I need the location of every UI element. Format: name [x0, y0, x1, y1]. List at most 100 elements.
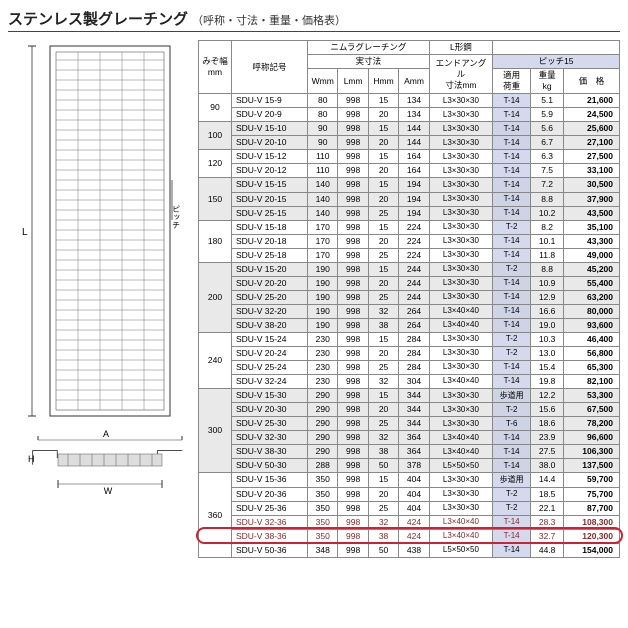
cell-l: 998	[338, 473, 368, 487]
cell-l: 998	[338, 501, 368, 515]
cell-kg: 16.6	[531, 304, 564, 318]
cell-price: 56,800	[564, 347, 620, 361]
cell-kg: 10.1	[531, 234, 564, 248]
cell-e: L3×30×30	[429, 150, 492, 164]
cell-kg: 8.8	[531, 192, 564, 206]
label-pitch: ピッチ	[172, 205, 181, 229]
cell-model: SDU-V 15-20	[231, 262, 307, 276]
cell-e: L3×30×30	[429, 122, 492, 136]
cell-e: L3×30×30	[429, 220, 492, 234]
table-row: 90SDU-V 15-98099815134L3×30×30T-145.121,…	[199, 94, 620, 108]
cell-t: T-14	[493, 318, 531, 332]
table-row: SDU-V 20-1211099820164L3×30×30T-147.533,…	[199, 164, 620, 178]
hdr-price: 価 格	[564, 69, 620, 94]
cell-e: L3×30×30	[429, 206, 492, 220]
table-row: SDU-V 20-2019099820244L3×30×30T-1410.955…	[199, 276, 620, 290]
cell-w: 170	[308, 220, 338, 234]
cell-l: 998	[338, 234, 368, 248]
cell-kg: 14.4	[531, 473, 564, 487]
cell-price: 27,100	[564, 136, 620, 150]
cell-price: 106,300	[564, 445, 620, 459]
cell-w: 110	[308, 164, 338, 178]
cell-t: T-2	[493, 220, 531, 234]
cell-e: L3×30×30	[429, 487, 492, 501]
cell-l: 998	[338, 543, 368, 557]
cell-a: 134	[399, 94, 429, 108]
cell-w: 170	[308, 248, 338, 262]
cell-a: 404	[399, 487, 429, 501]
label-H: H	[28, 454, 35, 464]
label-W: W	[104, 486, 113, 496]
cell-a: 304	[399, 375, 429, 389]
cell-t: T-14	[493, 431, 531, 445]
cell-kg: 5.1	[531, 94, 564, 108]
cell-a: 244	[399, 262, 429, 276]
table-row: 300SDU-V 15-3029099815344L3×30×30歩道用12.2…	[199, 389, 620, 403]
cell-h: 20	[368, 487, 398, 501]
cell-w: 190	[308, 290, 338, 304]
cell-price: 21,600	[564, 94, 620, 108]
cell-model: SDU-V 20-20	[231, 276, 307, 290]
cell-w: 350	[308, 529, 338, 543]
cell-e: L3×30×30	[429, 389, 492, 403]
cell-l: 998	[338, 304, 368, 318]
cell-price: 43,500	[564, 206, 620, 220]
cell-t: T-14	[493, 178, 531, 192]
cell-l: 998	[338, 206, 368, 220]
cell-h: 15	[368, 178, 398, 192]
cell-e: L3×30×30	[429, 248, 492, 262]
cell-model: SDU-V 25-20	[231, 290, 307, 304]
cell-t: T-14	[493, 276, 531, 290]
cell-h: 25	[368, 417, 398, 431]
cell-h: 20	[368, 136, 398, 150]
cell-mizo: 90	[199, 94, 232, 122]
cell-e: L3×40×40	[429, 431, 492, 445]
cell-h: 20	[368, 347, 398, 361]
cell-h: 15	[368, 220, 398, 234]
cell-a: 344	[399, 389, 429, 403]
cell-model: SDU-V 38-36	[231, 529, 307, 543]
cell-h: 15	[368, 473, 398, 487]
cell-w: 190	[308, 304, 338, 318]
cell-price: 67,500	[564, 403, 620, 417]
cell-model: SDU-V 32-20	[231, 304, 307, 318]
cell-w: 230	[308, 361, 338, 375]
cell-l: 998	[338, 318, 368, 332]
label-L: L	[22, 227, 28, 238]
cell-t: T-2	[493, 487, 531, 501]
table-row: SDU-V 20-3635099820404L3×30×30T-218.575,…	[199, 487, 620, 501]
table-column: みぞ幅mm 呼称記号 ニムラグレーチング L形鋼 実寸法 エンドアングル寸法mm…	[198, 40, 620, 558]
table-row: SDU-V 20-3029099820344L3×30×30T-215.667,…	[199, 403, 620, 417]
cell-kg: 38.0	[531, 459, 564, 473]
cell-a: 244	[399, 276, 429, 290]
cell-t: T-14	[493, 304, 531, 318]
cell-price: 37,900	[564, 192, 620, 206]
cell-w: 80	[308, 108, 338, 122]
cell-w: 230	[308, 332, 338, 346]
table-row: SDU-V 25-1514099825194L3×30×30T-1410.243…	[199, 206, 620, 220]
cell-kg: 11.8	[531, 248, 564, 262]
cell-model: SDU-V 32-30	[231, 431, 307, 445]
cell-e: L3×30×30	[429, 473, 492, 487]
cell-h: 20	[368, 276, 398, 290]
cell-l: 998	[338, 515, 368, 529]
cell-t: T-14	[493, 459, 531, 473]
cell-w: 290	[308, 431, 338, 445]
cell-w: 230	[308, 375, 338, 389]
cell-a: 194	[399, 206, 429, 220]
cell-l: 998	[338, 361, 368, 375]
cell-h: 20	[368, 192, 398, 206]
cell-model: SDU-V 20-30	[231, 403, 307, 417]
cell-h: 25	[368, 206, 398, 220]
cell-t: T-14	[493, 122, 531, 136]
cell-l: 998	[338, 347, 368, 361]
cell-t: T-14	[493, 515, 531, 529]
cell-a: 264	[399, 318, 429, 332]
cell-e: L3×30×30	[429, 94, 492, 108]
cell-kg: 18.6	[531, 417, 564, 431]
cell-h: 15	[368, 262, 398, 276]
cell-model: SDU-V 38-20	[231, 318, 307, 332]
cell-kg: 12.9	[531, 290, 564, 304]
cell-e: L3×30×30	[429, 164, 492, 178]
cell-h: 15	[368, 122, 398, 136]
